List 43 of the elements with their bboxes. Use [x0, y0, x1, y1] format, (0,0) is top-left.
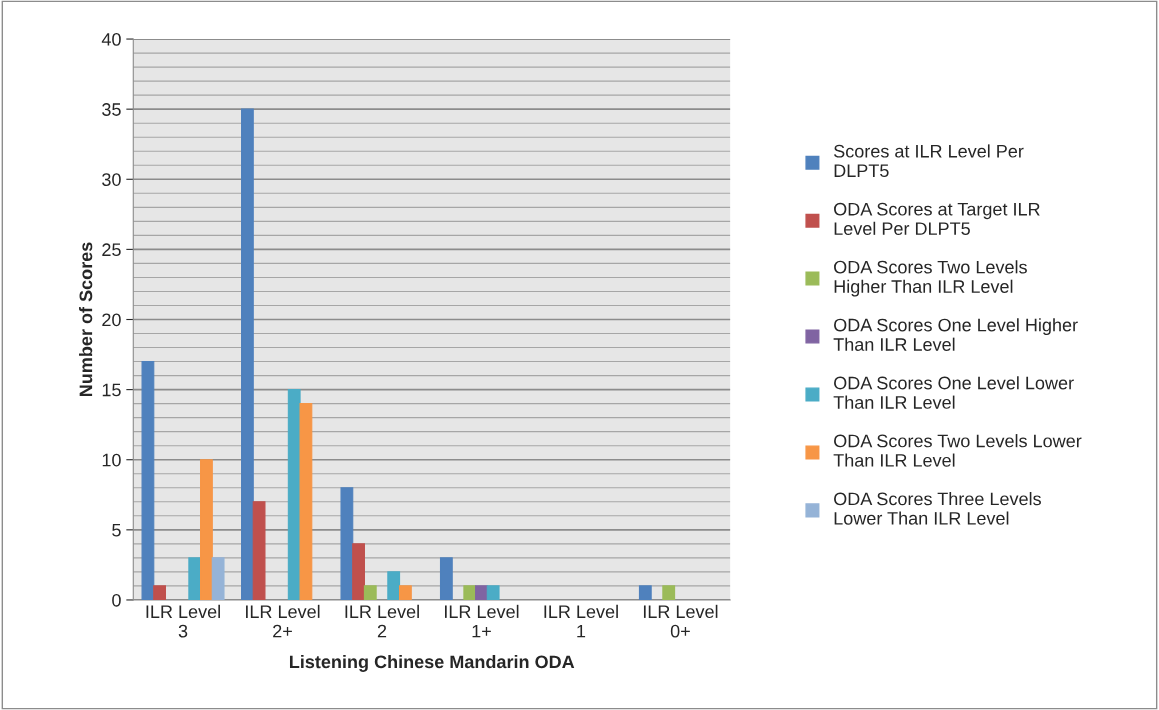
x-tick-label: ILR Level 2	[345, 604, 419, 638]
legend-label: ODA Scores One Level Lower Than ILR Level	[833, 376, 1074, 409]
y-tick-label: 10	[102, 453, 121, 467]
y-tick-label: 20	[102, 313, 121, 327]
bar	[188, 557, 202, 600]
bar	[240, 108, 254, 600]
bar	[662, 585, 676, 600]
bar	[211, 557, 225, 600]
bar	[387, 571, 401, 600]
bar	[153, 585, 167, 600]
bar	[439, 557, 453, 600]
bar	[200, 459, 213, 600]
y-tick-label: 30	[102, 173, 121, 186]
x-tick-label: ILR Level 3	[146, 604, 220, 638]
x-tick-label: ILR Level 2+	[246, 604, 320, 638]
bar	[252, 501, 266, 600]
legend-label: ODA Scores Two Levels Higher Than ILR Level	[834, 260, 1027, 297]
bar	[299, 403, 313, 600]
x-axis-title: Listening Chinese Mandarin ODA	[289, 654, 575, 672]
legend-label: Scores at ILR Level Per DLPT5	[834, 144, 1024, 178]
y-tick-label: 40	[101, 32, 121, 46]
bar	[486, 585, 500, 600]
bar	[340, 487, 354, 600]
bar	[475, 585, 488, 600]
y-tick-label: 35	[102, 103, 121, 116]
bar	[638, 585, 652, 600]
legend-label: ODA Scores One Level Higher Than ILR Level	[833, 318, 1078, 351]
x-tick-label: ILR Level 1+	[445, 604, 519, 638]
y-tick-label: 15	[102, 383, 121, 397]
y-tick-label: 5	[112, 523, 121, 537]
x-tick-label: ILR Level 0+	[643, 604, 718, 638]
legend-label: ODA Scores Two Levels Lower Than ILR Level	[833, 434, 1082, 467]
y-axis-title: Number of Scores	[79, 242, 93, 397]
bar	[398, 585, 412, 600]
bar	[352, 543, 365, 600]
y-tick-label: 0	[112, 593, 121, 607]
x-tick-label: ILR Level 1	[544, 604, 618, 638]
bar	[463, 585, 477, 600]
bar	[363, 585, 377, 600]
bar	[141, 361, 155, 600]
y-tick-label: 25	[102, 243, 121, 257]
legend-label: ODA Scores Three Levels Lower Than ILR Level	[834, 492, 1041, 525]
legend-label: ODA Scores at Target ILR Level Per DLPT5	[834, 202, 1040, 236]
